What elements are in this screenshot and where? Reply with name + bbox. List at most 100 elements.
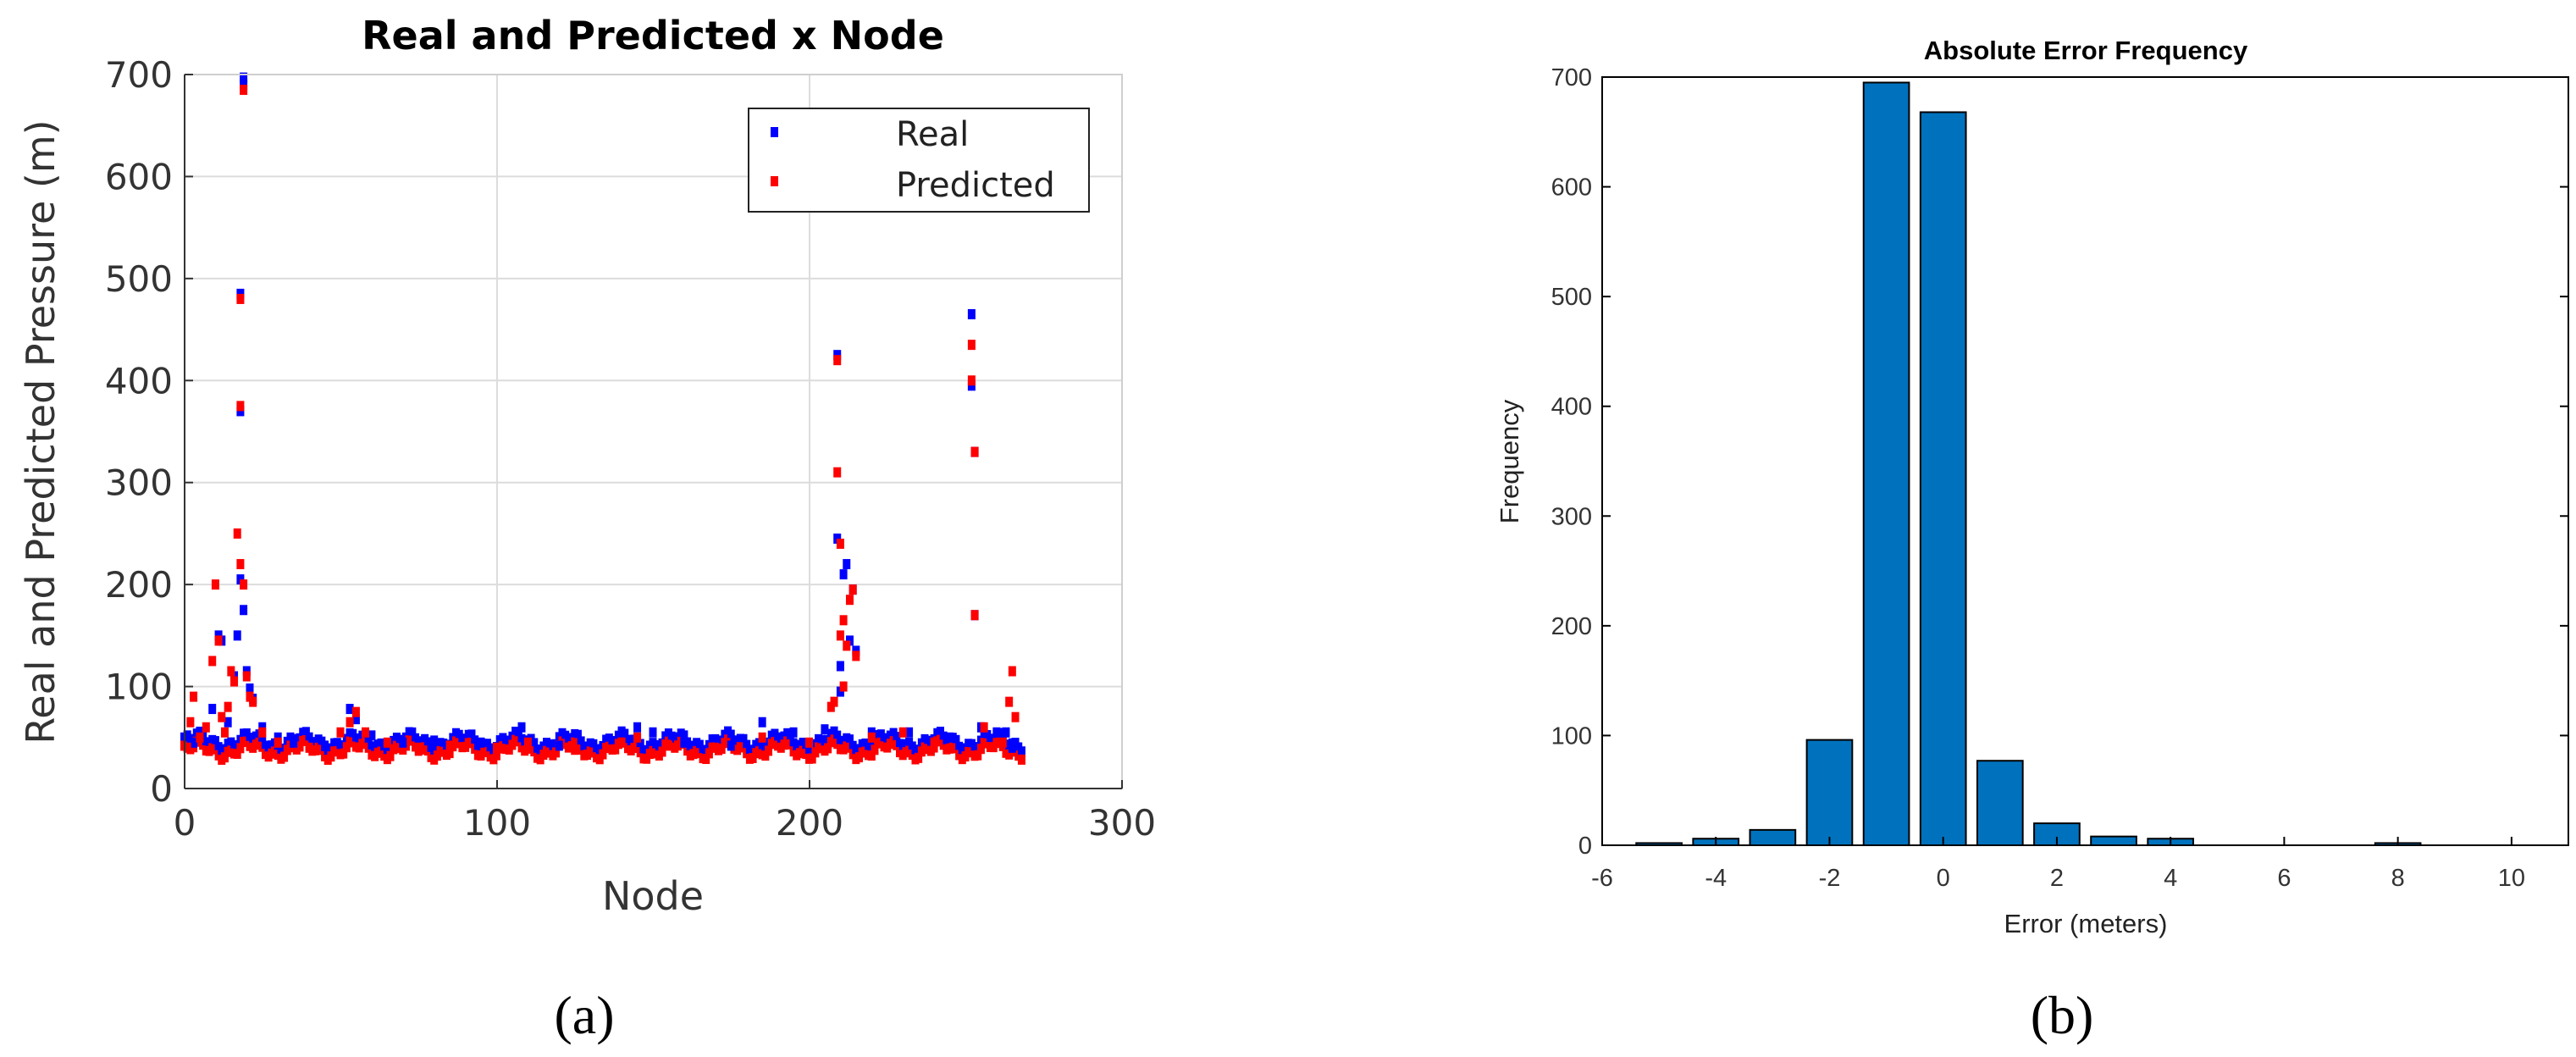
histogram-y-tick-label: 200 xyxy=(1551,613,1592,640)
predicted-point xyxy=(274,737,282,748)
real-point xyxy=(224,717,232,728)
histogram-bar xyxy=(1919,111,1967,847)
predicted-point xyxy=(849,584,857,595)
predicted-point xyxy=(236,743,245,754)
predicted-point xyxy=(227,666,235,677)
real-point xyxy=(240,72,248,83)
real-point xyxy=(1002,727,1010,738)
histogram-y-tick-label: 400 xyxy=(1551,394,1592,421)
histogram-x-tick-label: 6 xyxy=(2277,865,2291,892)
scatter-y-tick-label: 200 xyxy=(105,564,173,606)
predicted-point xyxy=(280,751,289,762)
scatter-y-tick-label: 500 xyxy=(105,258,173,300)
predicted-point xyxy=(493,742,500,753)
real-point xyxy=(345,704,354,715)
real-point xyxy=(636,739,644,750)
histogram-plot-area xyxy=(1601,76,2569,846)
predicted-point xyxy=(383,737,391,748)
predicted-point xyxy=(236,401,245,412)
real-point xyxy=(214,630,223,641)
histogram-y-tick-label: 0 xyxy=(1578,833,1592,860)
predicted-point xyxy=(658,746,666,757)
real-point xyxy=(430,735,439,746)
real-point xyxy=(789,727,798,738)
real-point xyxy=(555,740,563,751)
real-point xyxy=(1017,746,1025,757)
predicted-point xyxy=(214,635,223,646)
real-point xyxy=(946,732,954,743)
real-point xyxy=(471,735,479,746)
predicted-point xyxy=(445,748,454,759)
real-point xyxy=(992,727,1001,738)
predicted-point xyxy=(967,340,976,351)
real-point xyxy=(845,734,854,745)
real-point xyxy=(246,683,254,694)
predicted-point xyxy=(611,744,620,755)
real-point xyxy=(514,728,522,739)
scatter-y-tick-label: 100 xyxy=(105,667,173,708)
real-point xyxy=(351,714,360,725)
predicted-point xyxy=(296,741,304,752)
predicted-point xyxy=(826,701,835,712)
scatter-x-tick-label: 0 xyxy=(174,802,196,844)
legend-predicted-label: Predicted xyxy=(896,166,1055,205)
predicted-point xyxy=(970,446,979,457)
real-point xyxy=(211,736,219,747)
real-point xyxy=(845,635,854,646)
real-point xyxy=(1008,742,1016,753)
predicted-point xyxy=(220,752,229,763)
predicted-point xyxy=(898,727,907,738)
scatter-x-tick-label: 100 xyxy=(463,802,531,844)
real-point xyxy=(242,666,251,677)
predicted-point xyxy=(808,753,816,764)
predicted-point xyxy=(833,355,842,366)
scatter-x-axis-label: Node xyxy=(602,873,704,919)
predicted-point xyxy=(183,742,191,753)
real-point xyxy=(577,736,585,747)
predicted-point xyxy=(342,742,351,753)
predicted-point xyxy=(523,737,532,748)
real-point xyxy=(843,559,851,570)
predicted-point xyxy=(196,732,204,743)
predicted-point xyxy=(664,740,672,751)
histogram-x-tick-label: 4 xyxy=(2164,865,2177,892)
predicted-point xyxy=(1017,754,1025,765)
scatter-y-axis-label: Real and Predicted Pressure (m) xyxy=(18,119,64,744)
predicted-point xyxy=(843,640,851,651)
real-point xyxy=(290,737,298,748)
real-point xyxy=(836,686,844,697)
scatter-x-tick-label: 300 xyxy=(1088,802,1156,844)
scatter-grid xyxy=(185,75,1122,789)
predicted-point xyxy=(871,744,879,755)
scatter-y-tick-label: 0 xyxy=(150,768,173,810)
predicted-point xyxy=(930,737,938,748)
real-point xyxy=(833,350,842,361)
real-point xyxy=(233,630,241,641)
scatter-title: Real and Predicted x Node xyxy=(362,13,944,58)
predicted-point xyxy=(976,744,985,755)
real-point xyxy=(423,737,432,748)
predicted-point xyxy=(236,559,245,570)
real-point xyxy=(368,730,376,741)
real-point xyxy=(727,740,735,751)
histogram-x-tick-label: -4 xyxy=(1705,865,1727,892)
predicted-point xyxy=(1011,711,1020,722)
predicted-point xyxy=(717,744,726,755)
real-point xyxy=(240,605,248,616)
real-point xyxy=(836,661,844,672)
predicted-point xyxy=(839,615,848,626)
scatter-y-tick-label: 400 xyxy=(105,360,173,401)
predicted-point xyxy=(336,727,345,738)
predicted-point xyxy=(340,748,348,759)
scatter-y-tick-label: 300 xyxy=(105,462,173,504)
histogram-x-tick-label: -6 xyxy=(1591,865,1613,892)
predicted-point xyxy=(249,696,257,707)
histogram-x-tick-label: 2 xyxy=(2050,865,2064,892)
real-point xyxy=(852,645,860,656)
predicted-point xyxy=(186,717,195,728)
scatter-y-tick-label: 700 xyxy=(105,54,173,96)
predicted-point xyxy=(362,727,370,738)
predicted-point xyxy=(246,691,254,702)
real-point xyxy=(230,671,239,682)
